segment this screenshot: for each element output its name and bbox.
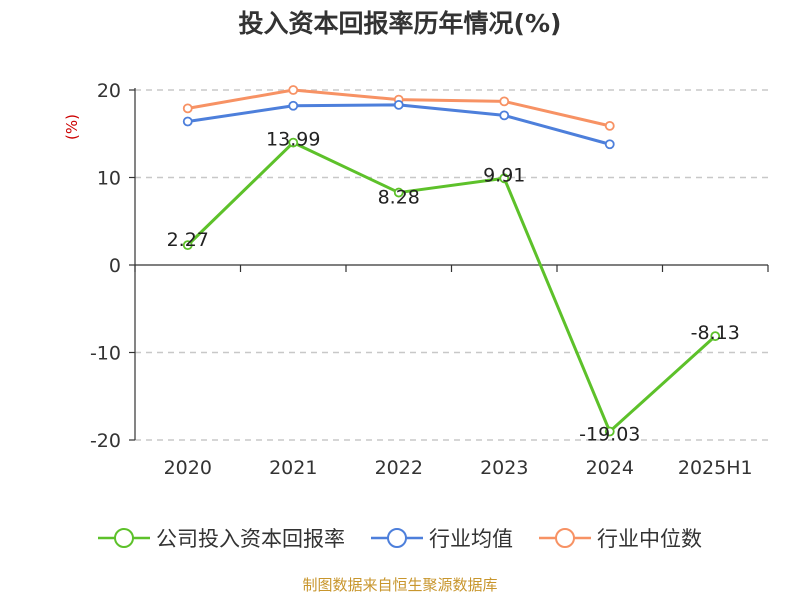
data-point (288, 100, 299, 111)
data-point (393, 187, 404, 198)
y-tick-label: 10 (97, 168, 121, 190)
x-tick-label: 2023 (480, 457, 528, 479)
legend-marker-icon (539, 528, 591, 548)
series-line (186, 141, 717, 434)
legend-marker-icon (98, 528, 150, 548)
x-tick-label: 2025H1 (678, 457, 753, 479)
legend: 公司投入资本回报率 行业均值 行业中位数 (0, 518, 800, 558)
data-point (604, 139, 615, 150)
data-label: -8.13 (691, 322, 740, 344)
data-point (288, 137, 299, 148)
y-tick-label: -20 (90, 430, 121, 452)
y-tick-label: -10 (90, 343, 121, 365)
data-point (604, 426, 615, 437)
data-point (393, 99, 404, 110)
y-tick-label: 0 (109, 255, 121, 277)
source-note: 制图数据来自恒生聚源数据库 (302, 576, 498, 594)
legend-marker-icon (371, 528, 423, 548)
legend-item[interactable]: 行业中位数 (539, 523, 702, 553)
data-label: 13.99 (266, 129, 320, 151)
data-point (182, 103, 193, 114)
x-tick-label: 2020 (164, 457, 212, 479)
data-point (499, 173, 510, 184)
y-axis-label: (%) (63, 114, 81, 140)
data-point (288, 85, 299, 95)
x-tick-label: 2021 (269, 457, 317, 479)
data-labels: 2.27 13.99 8.28 9.91 -19.03 -8.13 (167, 129, 740, 446)
data-point (604, 120, 615, 131)
data-point (499, 110, 510, 121)
legend-label: 行业均值 (429, 527, 513, 551)
data-label: -19.03 (579, 424, 640, 446)
data-label: 2.27 (167, 229, 209, 251)
legend-label: 行业中位数 (597, 527, 702, 551)
y-tick-label: 20 (97, 80, 121, 102)
axes: 20 10 0 -10 -20 (%) 2020 2021 2022 2023 2024 2025H1 (63, 80, 769, 479)
data-point (499, 96, 510, 107)
data-point (182, 116, 193, 127)
data-label: 8.28 (378, 187, 420, 209)
series-lines (182, 85, 721, 437)
data-point (710, 331, 721, 342)
x-tick-label: 2024 (586, 457, 634, 479)
legend-item[interactable]: 公司投入资本回报率 (98, 523, 345, 553)
chart-title: 投入资本回报率历年情况(%) (238, 9, 562, 38)
x-tick-label: 2022 (375, 457, 423, 479)
legend-item[interactable]: 行业均值 (371, 523, 513, 553)
data-label: 9.91 (483, 164, 525, 186)
data-point (182, 240, 193, 251)
legend-label: 公司投入资本回报率 (156, 527, 345, 551)
